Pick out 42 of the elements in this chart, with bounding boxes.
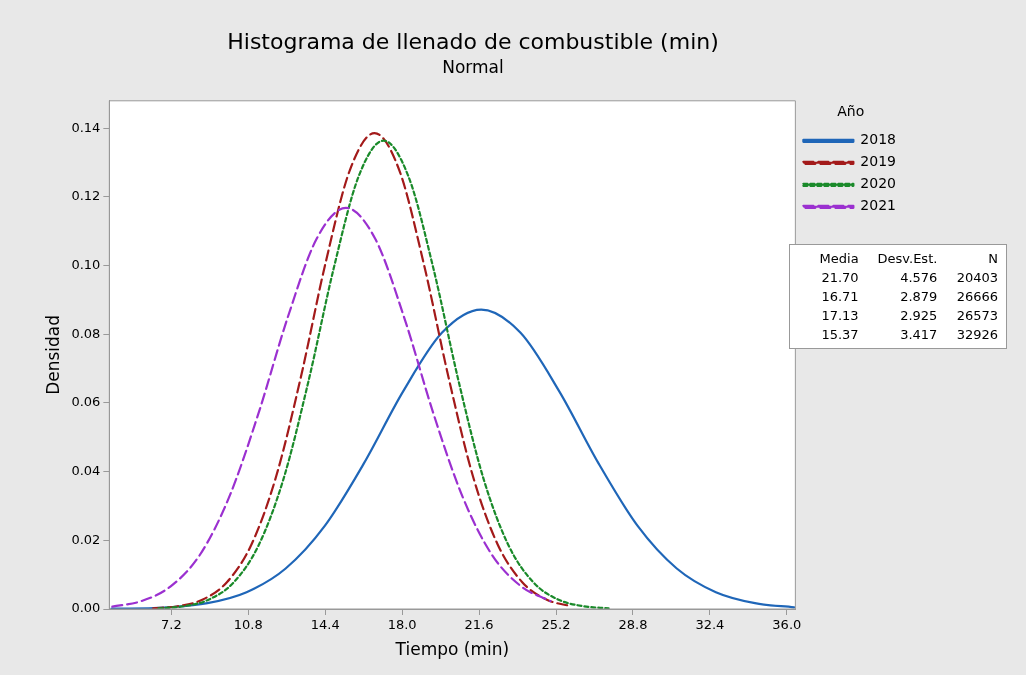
y-axis-title: Densidad (42, 314, 63, 395)
line-series (111, 206, 552, 608)
y-tick-label: 0.06 (71, 394, 101, 410)
text: 20403 (955, 270, 998, 285)
text: 26573 (955, 308, 998, 323)
text: 26666 (955, 289, 998, 304)
x-tick-label: 32.4 (695, 617, 725, 633)
legend-label: 2018 (860, 131, 897, 148)
text: 15.37 (820, 327, 859, 342)
text: 32926 (955, 327, 998, 342)
y-tick-label: 0.12 (71, 188, 101, 204)
chart-title: Histograma de llenado de combustible (min) (227, 28, 719, 54)
text: 4.576 (899, 270, 938, 285)
x-axis-title: Tiempo (min) (394, 639, 510, 660)
text: 16.71 (820, 289, 859, 304)
legend-label: 2020 (860, 175, 897, 192)
x-tick-label: 14.4 (310, 617, 340, 633)
x-tick-label: 28.8 (618, 617, 648, 633)
x-tick-label: 36.0 (772, 617, 802, 633)
y-tick-label: 0.00 (71, 600, 101, 616)
chart-subtitle: Normal (442, 57, 504, 78)
x-tick-label: 10.8 (233, 617, 263, 633)
x-tick-label: 21.6 (464, 617, 494, 633)
text: 2.879 (899, 289, 938, 304)
text: Desv.Est. (876, 251, 938, 266)
text: 17.13 (820, 308, 859, 323)
legend-label: 2021 (860, 197, 897, 214)
y-tick-label: 0.02 (71, 531, 101, 547)
text: Media (818, 251, 859, 266)
y-tick-label: 0.08 (71, 325, 101, 341)
x-tick-label: 7.2 (160, 617, 182, 633)
text: 3.417 (899, 327, 938, 342)
y-tick-label: 0.14 (71, 119, 101, 135)
y-tick-label: 0.10 (71, 257, 101, 272)
text: 2.925 (899, 308, 938, 323)
text: 21.70 (820, 270, 859, 285)
x-tick-label: 25.2 (541, 617, 571, 633)
y-tick-label: 0.04 (71, 463, 101, 479)
legend-label: 2019 (860, 153, 897, 170)
legend-title: Año (837, 102, 865, 119)
x-tick-label: 18.0 (387, 617, 417, 633)
text: N (987, 251, 998, 266)
